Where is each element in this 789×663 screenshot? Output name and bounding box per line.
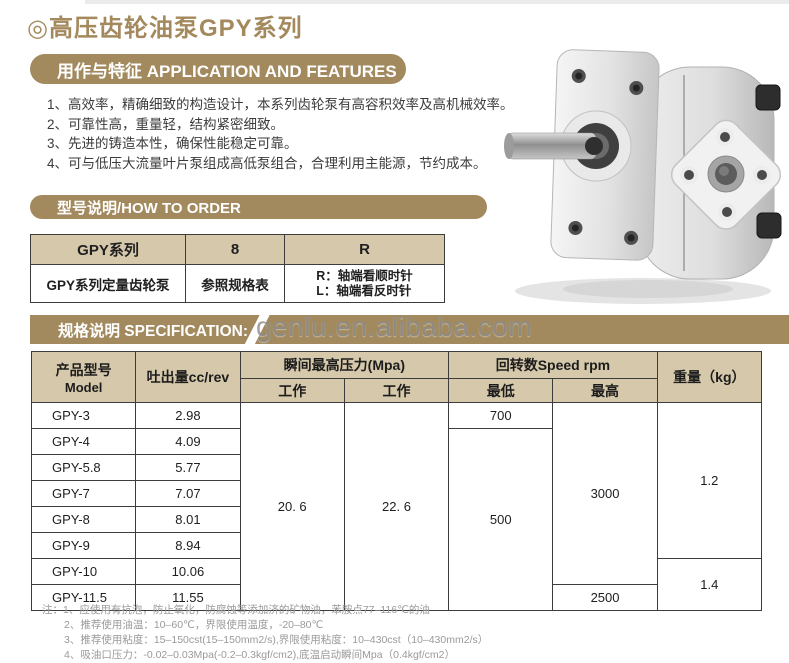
weight-cell: 1.2 [656, 402, 763, 559]
order-rotation-cell: R：轴端看顺时针 L：轴端看反时针 [284, 264, 445, 303]
specification-table: 产品型号 Model 吐出量cc/rev 瞬间最高压力(Mpa) 回转数Spee… [30, 351, 763, 611]
speed-min-cell: 700 [448, 402, 554, 429]
displacement-cell: 8.01 [135, 506, 241, 533]
rotation-r-label: R：轴端看顺时针 [316, 268, 413, 283]
gear-pump-illustration [504, 49, 782, 304]
table-row: GPY-5.8 5.77 [30, 454, 762, 481]
col-header-model-en: Model [64, 379, 103, 395]
speed-max-cell: 2500 [552, 584, 658, 611]
note-line: 4、吸油口压力：-0.02–0.03Mpa(-0.2–0.3kgf/cm2),底… [64, 649, 455, 661]
order-table-header-row: GPY系列 8 R [30, 234, 445, 265]
col-header-displacement: 吐出量cc/rev [135, 351, 241, 403]
displacement-cell: 11.55 [135, 584, 241, 611]
order-rotation-header: R [284, 234, 445, 265]
order-series-header: GPY系列 [30, 234, 186, 265]
watermark-text: genlu.en.alibaba.com [256, 311, 533, 342]
model-cell: GPY-8 [30, 506, 137, 533]
model-cell: GPY-5.8 [30, 454, 137, 481]
note-text: 1、应使用有抗泡，防止氧化，防腐蚀等添加济的矿物油，苯胺点77–116℃的油 [63, 604, 430, 616]
gear-pump-photo [488, 25, 789, 317]
model-cell: GPY-4 [30, 428, 137, 455]
table-row: GPY-9 8.94 [30, 532, 762, 559]
rotation-l-label: L：轴端看反时针 [316, 283, 412, 298]
model-cell: GPY-3 [30, 402, 137, 429]
col-header-speed-group: 回转数Speed rpm [448, 351, 658, 379]
features-list: 1、高效率，精确细致的构造设计，本系列齿轮泵有高容积效率及高机械效率。 2、可靠… [47, 95, 514, 173]
note-line: 注：1、应使用有抗泡，防止氧化，防腐蚀等添加济的矿物油，苯胺点77–116℃的油 [42, 603, 488, 618]
how-to-order-banner: 型号说明/HOW TO ORDER [30, 195, 487, 219]
circle-bullet-icon: ◎ [27, 15, 49, 42]
model-cell: GPY-9 [30, 532, 137, 559]
specification-banner-label: 规格说明 SPECIFICATION: [58, 322, 249, 340]
speed-min-cell: 500 [448, 428, 554, 611]
col-header-pressure-group: 瞬间最高压力(Mpa) [239, 351, 450, 379]
displacement-cell: 7.07 [135, 480, 241, 507]
col-header-model-cn: 产品型号 [55, 361, 112, 378]
weight-cell: 1.4 [656, 558, 763, 611]
table-row: GPY-3 2.98 20. 6 22. 6 700 3000 1.2 [30, 402, 763, 611]
how-to-order-banner-label: 型号说明/HOW TO ORDER [57, 199, 241, 217]
speed-max-cell: 3000 [552, 402, 658, 585]
photo-top-edge-divider [85, 0, 789, 4]
col-header-weight: 重量（kg） [656, 351, 763, 403]
features-banner: 用作与特征 APPLICATION AND FEATURES [30, 54, 406, 84]
table-row: GPY-8 8.01 [30, 506, 762, 533]
displacement-cell: 8.94 [135, 532, 241, 559]
order-code-header: 8 [185, 234, 285, 265]
displacement-cell: 10.06 [135, 558, 241, 585]
feature-item: 3、先进的铸造本性，确保性能稳定可靠。 [47, 136, 298, 151]
col-header-pressure-work-1: 工作 [239, 378, 345, 403]
order-code-cell: 参照规格表 [185, 264, 285, 303]
table-row: GPY-7 7.07 [30, 480, 762, 507]
features-banner-label: 用作与特征 APPLICATION AND FEATURES [57, 61, 397, 81]
table-row: GPY-4 4.09 500 [30, 428, 762, 611]
displacement-cell: 5.77 [135, 454, 241, 481]
pressure-work-b-cell: 22. 6 [343, 402, 450, 611]
feature-item: 4、可与低压大流量叶片泵组成高低泵组合，合理利用主能源，节约成本。 [47, 155, 487, 171]
spec-header-row-1: 产品型号 Model 吐出量cc/rev 瞬间最高压力(Mpa) 回转数Spee… [30, 351, 763, 403]
displacement-cell: 4.09 [135, 428, 241, 455]
spec-header-row-2: 工作 工作 最低 最高 [32, 378, 762, 403]
page-title: ◎高压齿轮油泵GPY系列 [27, 8, 303, 43]
table-row: GPY-11.5 11.55 2500 [30, 584, 762, 611]
note-prefix: 注： [42, 604, 63, 616]
note-line: 2、推荐使用油温：10–60℃，界限使用温度，-20–80℃ [64, 619, 324, 631]
model-cell: GPY-7 [30, 480, 137, 507]
specification-banner: 规格说明 SPECIFICATION: [30, 315, 789, 344]
page-title-text: 高压齿轮油泵GPY系列 [48, 15, 303, 42]
footnotes: 注：1、应使用有抗泡，防止氧化，防腐蚀等添加济的矿物油，苯胺点77–116℃的油… [42, 603, 488, 663]
col-header-pressure-work-2: 工作 [343, 378, 450, 403]
note-line: 3、推荐使用粘度：15–150cst(15–150mm2/s),界限使用粘度：1… [64, 634, 489, 646]
order-table-body-row: GPY系列定量齿轮泵 参照规格表 R：轴端看顺时针 L：轴端看反时针 [30, 264, 445, 303]
model-cell: GPY-11.5 [30, 584, 137, 611]
displacement-cell: 2.98 [135, 402, 241, 429]
how-to-order-table: GPY系列 8 R GPY系列定量齿轮泵 参照规格表 R：轴端看顺时针 L：轴端… [30, 234, 445, 303]
feature-item: 1、高效率，精确细致的构造设计，本系列齿轮泵有高容积效率及高机械效率。 [47, 97, 514, 112]
col-header-speed-max: 最高 [552, 378, 658, 403]
feature-item: 2、可靠性高，重量轻，结构紧密细致。 [47, 116, 285, 132]
col-header-model: 产品型号 Model [30, 351, 137, 403]
col-header-speed-min: 最低 [448, 378, 554, 403]
order-series-cell: GPY系列定量齿轮泵 [30, 264, 186, 303]
pressure-work-a-cell: 20. 6 [239, 402, 345, 611]
model-cell: GPY-10 [30, 558, 137, 585]
